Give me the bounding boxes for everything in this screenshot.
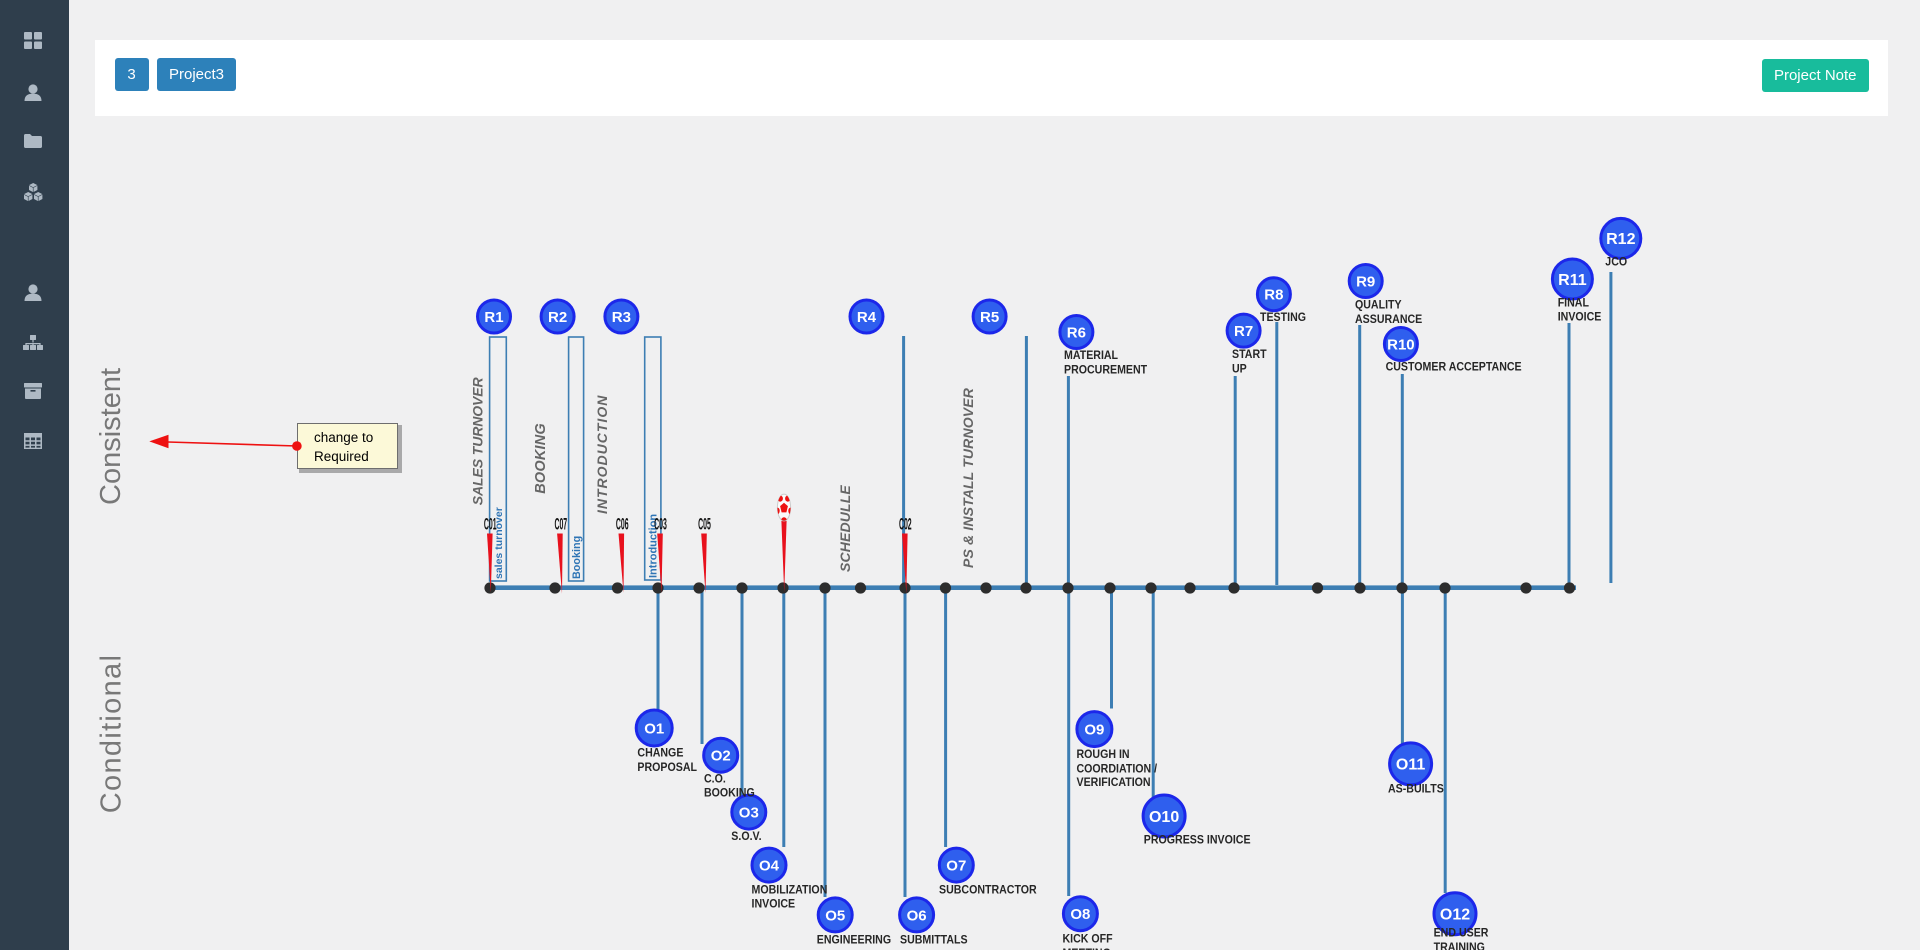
svg-text:FINAL: FINAL: [1558, 297, 1589, 310]
svg-text:R4: R4: [857, 309, 877, 326]
svg-text:INVOICE: INVOICE: [1558, 311, 1602, 324]
svg-text:MEETING: MEETING: [1063, 948, 1112, 950]
svg-text:sales turnover: sales turnover: [493, 507, 505, 579]
svg-text:Introduction: Introduction: [648, 514, 660, 578]
svg-text:C02: C02: [899, 515, 912, 533]
svg-text:O1: O1: [644, 720, 664, 737]
svg-text:MOBILIZATION: MOBILIZATION: [752, 884, 828, 897]
svg-text:ENGINEERING: ENGINEERING: [817, 934, 892, 947]
svg-text:O9: O9: [1084, 722, 1104, 739]
svg-text:CHANGE: CHANGE: [637, 747, 683, 760]
svg-text:UP: UP: [1232, 363, 1247, 376]
svg-text:TESTING: TESTING: [1260, 312, 1306, 325]
svg-text:O12: O12: [1440, 907, 1470, 924]
svg-text:C05: C05: [698, 515, 711, 533]
svg-text:TRAINING: TRAINING: [1434, 941, 1486, 950]
svg-text:PS & INSTALL TURNOVER: PS & INSTALL TURNOVER: [960, 387, 976, 568]
svg-text:CUSTOMER ACCEPTANCE: CUSTOMER ACCEPTANCE: [1386, 361, 1523, 374]
svg-text:C06: C06: [616, 515, 629, 533]
svg-text:PROGRESS INVOICE: PROGRESS INVOICE: [1144, 834, 1251, 847]
svg-text:SALES TURNOVER: SALES TURNOVER: [470, 376, 486, 505]
svg-text:O8: O8: [1070, 906, 1090, 923]
svg-text:O3: O3: [739, 805, 759, 822]
svg-text:C03: C03: [654, 515, 667, 533]
svg-text:QUALITY: QUALITY: [1355, 299, 1402, 312]
svg-text:R5: R5: [980, 309, 999, 326]
svg-text:SUBCONTRACTOR: SUBCONTRACTOR: [939, 884, 1037, 897]
svg-text:O11: O11: [1396, 757, 1425, 774]
svg-text:R6: R6: [1067, 324, 1086, 341]
svg-text:INTRODUCTION: INTRODUCTION: [594, 395, 610, 514]
svg-text:Booking: Booking: [571, 536, 583, 579]
svg-text:AS-BUILTS: AS-BUILTS: [1388, 783, 1444, 796]
svg-text:C07: C07: [554, 515, 567, 533]
svg-text:SCHEDULLE: SCHEDULLE: [837, 485, 853, 572]
svg-text:O6: O6: [907, 907, 927, 924]
svg-text:BOOKING: BOOKING: [704, 787, 755, 800]
svg-text:PROCUREMENT: PROCUREMENT: [1064, 364, 1147, 377]
svg-text:ASSURANCE: ASSURANCE: [1355, 314, 1423, 327]
svg-text:O7: O7: [946, 858, 966, 875]
svg-text:END USER: END USER: [1434, 927, 1489, 940]
svg-text:BOOKING: BOOKING: [533, 423, 549, 494]
svg-text:R2: R2: [548, 309, 567, 326]
svg-text:INVOICE: INVOICE: [752, 898, 796, 911]
svg-text:ROUGH IN: ROUGH IN: [1077, 749, 1130, 762]
svg-text:R12: R12: [1606, 231, 1635, 248]
svg-text:VERIFICATION: VERIFICATION: [1077, 777, 1151, 790]
svg-text:O10: O10: [1149, 809, 1179, 826]
svg-text:PROPOSAL: PROPOSAL: [637, 761, 697, 774]
svg-text:KICK OFF: KICK OFF: [1063, 933, 1113, 946]
svg-text:MATERIAL: MATERIAL: [1064, 350, 1118, 363]
svg-text:C01: C01: [484, 515, 497, 533]
svg-text:R1: R1: [484, 309, 503, 326]
svg-text:O4: O4: [759, 858, 780, 875]
svg-text:C.O.: C.O.: [704, 773, 726, 786]
svg-text:R9: R9: [1356, 273, 1375, 290]
svg-text:START: START: [1232, 349, 1267, 362]
svg-text:S.O.V.: S.O.V.: [731, 831, 761, 844]
svg-text:SUBMITTALS: SUBMITTALS: [900, 934, 968, 947]
svg-text:O5: O5: [825, 907, 845, 924]
svg-text:R10: R10: [1387, 336, 1415, 353]
svg-text:JCO: JCO: [1605, 256, 1627, 269]
svg-text:O2: O2: [711, 748, 731, 765]
svg-text:R7: R7: [1234, 323, 1253, 340]
svg-text:R3: R3: [612, 309, 631, 326]
svg-text:COORDIATION /: COORDIATION /: [1077, 763, 1158, 776]
svg-text:R8: R8: [1264, 287, 1283, 304]
svg-text:R11: R11: [1558, 272, 1587, 289]
